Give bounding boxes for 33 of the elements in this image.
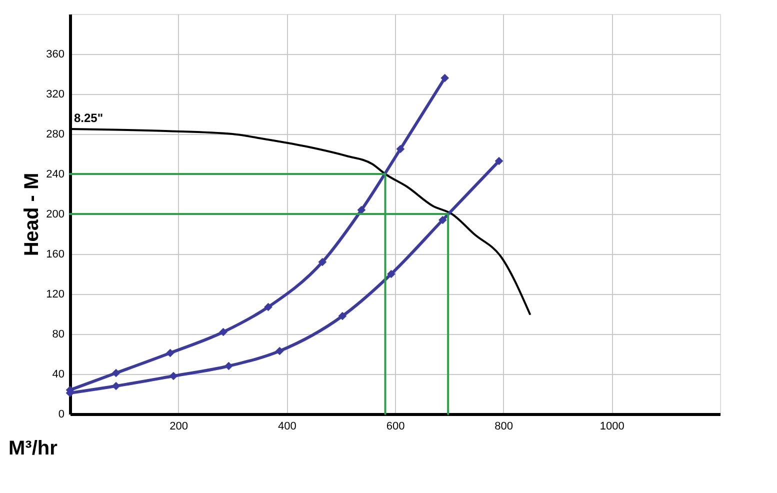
- x-axis-title: M³/hr: [8, 438, 58, 460]
- x-tick-label: 200: [170, 420, 188, 432]
- point: [166, 348, 174, 358]
- point: [440, 74, 450, 82]
- y-tick-label: 360: [46, 48, 64, 60]
- point: [224, 362, 233, 370]
- point: [275, 346, 284, 356]
- y-tick-label: 200: [46, 208, 64, 220]
- x-tick-label: 1000: [600, 420, 624, 432]
- point: [318, 258, 327, 266]
- y-axis-title: Head - M: [21, 172, 44, 256]
- point: [169, 372, 178, 380]
- y-tick-label: 160: [46, 248, 64, 260]
- x-tick-label: 600: [386, 420, 405, 432]
- y-tick-label: 120: [46, 288, 64, 300]
- y-tick-label: 280: [46, 128, 64, 140]
- point: [396, 144, 405, 154]
- point: [494, 156, 504, 166]
- y-tick-label: 40: [52, 368, 64, 380]
- point: [338, 312, 347, 320]
- point: [112, 368, 120, 378]
- point: [387, 270, 396, 278]
- y-tick-label: 0: [58, 408, 64, 420]
- point: [264, 302, 272, 312]
- y-tick-label: 80: [52, 328, 64, 340]
- y-tick-label: 240: [46, 168, 64, 180]
- x-tick-label: 400: [278, 420, 296, 432]
- y-tick-label: 320: [46, 88, 64, 100]
- point: [112, 382, 120, 390]
- point: [438, 216, 447, 224]
- series-label: 8.25": [74, 111, 104, 125]
- point: [219, 328, 228, 336]
- x-tick-label: 800: [494, 420, 514, 432]
